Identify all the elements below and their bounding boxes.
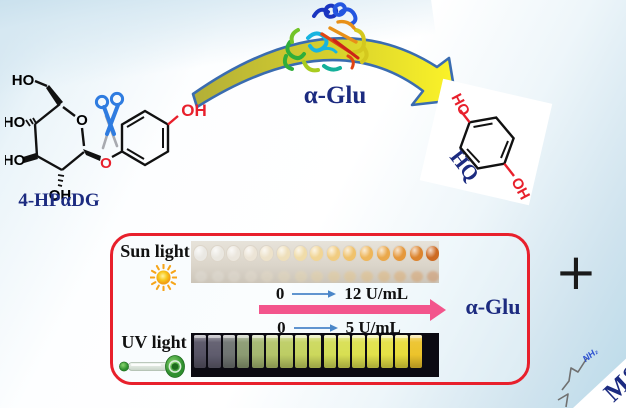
well	[292, 245, 308, 262]
well	[425, 245, 439, 262]
cuvette	[265, 335, 279, 368]
result-enzyme-label: α-Glu	[465, 294, 521, 319]
well-reflection	[261, 271, 274, 282]
sugar-ho-left: HO	[5, 114, 26, 131]
sun-light-label: Sun light	[120, 241, 190, 261]
well-reflection	[410, 271, 423, 282]
sugar-ho-bottom: HO	[5, 152, 26, 169]
ring-oxygen: O	[76, 112, 88, 129]
cuvette	[337, 335, 351, 368]
cuvette	[194, 335, 207, 368]
cuvette	[208, 335, 221, 368]
well-reflection	[377, 271, 390, 282]
well	[375, 245, 391, 262]
well	[242, 245, 258, 262]
cuvette	[251, 335, 265, 368]
uv-light-label: UV light	[121, 332, 187, 352]
cuvette	[381, 335, 394, 368]
cuvette	[237, 335, 250, 368]
well	[342, 245, 358, 262]
cuvette	[352, 335, 365, 368]
cuvette	[366, 335, 380, 368]
well-reflection	[394, 271, 407, 282]
well	[358, 245, 374, 262]
well-reflection	[327, 271, 340, 282]
well-reflection	[294, 271, 307, 282]
well-reflection	[277, 271, 290, 282]
sun-icon	[150, 264, 177, 291]
cuvette	[222, 335, 236, 368]
sun-range-end: 12 U/mL	[344, 284, 409, 303]
well-reflection	[244, 271, 257, 282]
product-ho-top: HO	[447, 91, 473, 119]
product-name: HQ	[445, 145, 484, 186]
phenol-oh: OH	[181, 101, 207, 120]
uv-range-end: 5 U/mL	[345, 318, 401, 337]
cuvette	[395, 335, 409, 368]
cuvette	[280, 335, 293, 368]
sun-well-strip	[191, 241, 439, 283]
enzyme-protein-ribbon	[282, 2, 369, 73]
well	[325, 245, 341, 262]
sugar-oh-bottom: OH	[49, 187, 72, 204]
cuvette	[294, 335, 308, 368]
well-reflection	[211, 271, 224, 282]
reagent-chain	[557, 357, 588, 408]
uv-cuvette-strip	[191, 333, 439, 377]
product-structure: HO OH HQ	[445, 91, 533, 203]
scissors-icon	[94, 91, 125, 150]
well	[392, 245, 408, 262]
assay-panel: Sun light 0 12 U/mL	[110, 233, 530, 385]
well-reflection	[427, 271, 439, 282]
cuvette	[409, 335, 423, 368]
sun-range-start: 0	[275, 284, 285, 303]
blue-right-arrow-icon	[293, 324, 338, 332]
enzyme-label-top: α-Glu	[303, 82, 367, 109]
sun-well-reflections	[195, 271, 439, 282]
glycosidic-oxygen: O	[100, 155, 112, 172]
substrate-name: 4-HPαDG	[18, 190, 100, 211]
uv-range: 0 5 U/mL	[259, 318, 419, 338]
well	[226, 245, 242, 262]
plus-sign: +	[555, 243, 597, 301]
sugar-ho-top: HO	[12, 72, 35, 89]
uv-lamp-icon	[119, 355, 185, 378]
well-reflection	[195, 271, 207, 282]
sun-wells	[193, 245, 439, 262]
well-reflection	[360, 271, 373, 282]
well	[209, 245, 225, 262]
well	[275, 245, 291, 262]
cuvette	[323, 335, 337, 368]
well-reflection	[311, 271, 324, 282]
blue-right-arrow-icon	[292, 290, 337, 298]
well-reflection	[228, 271, 241, 282]
substrate-structure: HO HO HO OH O O OH	[5, 72, 207, 204]
sun-range: 0 12 U/mL	[259, 284, 425, 304]
uv-cuvettes	[194, 335, 423, 368]
uv-range-start: 0	[277, 318, 286, 337]
well	[408, 245, 424, 262]
cuvette	[309, 335, 322, 368]
product-oh-bottom: OH	[507, 175, 533, 203]
well	[193, 245, 208, 262]
well-reflection	[344, 271, 357, 282]
well	[259, 245, 275, 262]
well	[309, 245, 325, 262]
pink-right-arrow-icon	[259, 298, 446, 321]
